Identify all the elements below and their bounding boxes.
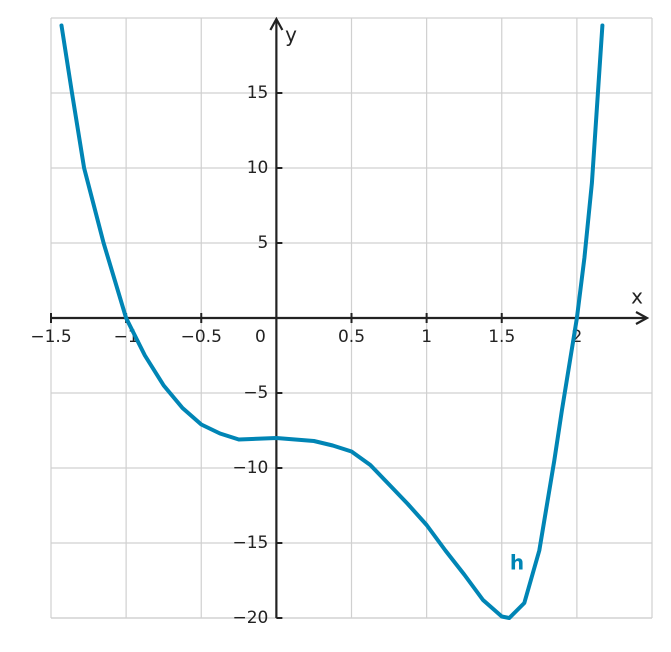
- y-tick-label: −5: [243, 383, 268, 403]
- y-axis-label: y: [285, 23, 297, 47]
- y-tick-label: −15: [232, 533, 268, 553]
- x-tick-label: 1.5: [488, 327, 515, 347]
- function-curve: [59, 23, 605, 620]
- x-tick-label: 0.5: [338, 327, 365, 347]
- x-axis-arrow: [635, 311, 650, 325]
- x-tick-label: −0.5: [181, 327, 222, 347]
- y-tick-label: −10: [232, 458, 268, 478]
- y-tick-label: 15: [247, 83, 269, 103]
- y-tick-label: 5: [258, 233, 269, 253]
- origin-label: 0: [255, 327, 266, 347]
- x-tick-label: −1.5: [30, 327, 71, 347]
- x-tick-label: 1: [421, 327, 432, 347]
- x-axis-label: x: [631, 285, 643, 309]
- y-tick-label: 10: [247, 158, 269, 178]
- y-tick-label: −20: [232, 608, 268, 628]
- y-axis-arrow: [269, 16, 284, 31]
- x-tick-label: 2: [571, 327, 582, 347]
- curve-label: h: [510, 551, 524, 575]
